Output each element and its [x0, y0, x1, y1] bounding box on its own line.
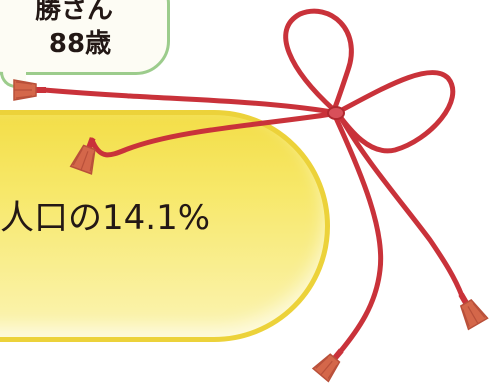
yellow-pill [0, 110, 330, 342]
tassel-icon [13, 79, 46, 101]
bubble-name: 勝さん [34, 0, 113, 25]
tassel-icon [458, 292, 489, 331]
bubble-age: 88歳 [48, 29, 112, 59]
population-percentage: 人口の14.1% [0, 198, 211, 238]
speech-bubble [0, 0, 170, 75]
tassel-icon [311, 348, 344, 383]
tassel-icon [69, 137, 96, 175]
